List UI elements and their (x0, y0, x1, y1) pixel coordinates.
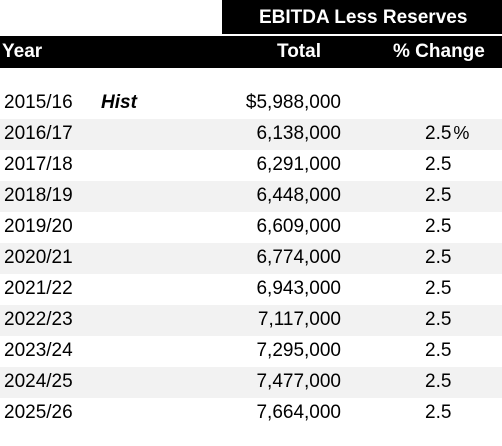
total-cell: 7,295,000 (256, 340, 341, 361)
percent-symbol: % (453, 123, 470, 143)
table-row: 2020/21 6,774,000 2.5 (0, 243, 502, 274)
table-row: 2016/17 6,138,000 2.5% (0, 119, 502, 150)
table-row: 2019/20 6,609,000 2.5 (0, 212, 502, 243)
total-cell: 7,477,000 (256, 371, 341, 392)
change-cell: 2.5 (425, 340, 452, 361)
table-row: 2021/22 6,943,000 2.5 (0, 274, 502, 305)
year-cell: 2025/26 (4, 402, 73, 423)
total-cell: 6,138,000 (256, 123, 341, 144)
year-cell: 2024/25 (4, 371, 73, 392)
year-cell: 2018/19 (4, 185, 73, 206)
table-row: 2023/24 7,295,000 2.5 (0, 336, 502, 367)
total-cell: 7,117,000 (257, 309, 341, 330)
year-cell: 2015/16 (4, 92, 73, 113)
column-header-band (0, 36, 502, 68)
year-cell: 2016/17 (4, 123, 73, 144)
column-header-year: Year (2, 41, 43, 62)
year-cell: 2017/18 (4, 154, 73, 175)
total-cell: $5,988,000 (245, 92, 341, 113)
header-divider (222, 34, 502, 36)
column-header-change: % Change (393, 41, 485, 62)
table-row: 2018/19 6,448,000 2.5 (0, 181, 502, 212)
year-cell: 2019/20 (4, 216, 73, 237)
change-cell: 2.5 (425, 247, 452, 268)
change-cell (425, 92, 427, 114)
year-cell: 2022/23 (4, 309, 73, 330)
table-row: 2024/25 7,477,000 2.5 (0, 367, 502, 398)
year-cell: 2023/24 (4, 340, 73, 361)
change-cell: 2.5 (425, 185, 452, 206)
total-cell: 6,774,000 (256, 247, 341, 268)
table-row: 2025/26 7,664,000 2.5 (0, 398, 502, 429)
change-cell: 2.5 (425, 371, 452, 392)
total-cell: 6,943,000 (256, 278, 341, 299)
total-cell: 6,448,000 (256, 185, 341, 206)
table-row: 2015/16 Hist $5,988,000 (0, 88, 502, 119)
change-cell: 2.5 (425, 278, 452, 299)
change-cell: 2.5 (425, 216, 452, 237)
change-value: 2.5 (425, 123, 452, 144)
change-cell: 2.5% (425, 123, 469, 145)
total-cell: 7,664,000 (256, 402, 341, 423)
data-table: 2015/16 Hist $5,988,000 2016/17 6,138,00… (0, 88, 502, 429)
change-cell: 2.5 (425, 154, 452, 175)
table-row: 2017/18 6,291,000 2.5 (0, 150, 502, 181)
hist-label: Hist (101, 92, 137, 113)
change-cell: 2.5 (425, 309, 452, 330)
table-row: 2022/23 7,117,000 2.5 (0, 305, 502, 336)
total-cell: 6,609,000 (256, 216, 341, 237)
column-header-total: Total (277, 41, 321, 62)
group-title: EBITDA Less Reserves (259, 7, 468, 28)
total-cell: 6,291,000 (256, 154, 341, 175)
year-cell: 2021/22 (4, 278, 73, 299)
group-header-band (222, 0, 502, 34)
table-header: EBITDA Less Reserves Year Total % Change (0, 0, 502, 68)
change-cell: 2.5 (425, 402, 452, 423)
year-cell: 2020/21 (4, 247, 73, 268)
